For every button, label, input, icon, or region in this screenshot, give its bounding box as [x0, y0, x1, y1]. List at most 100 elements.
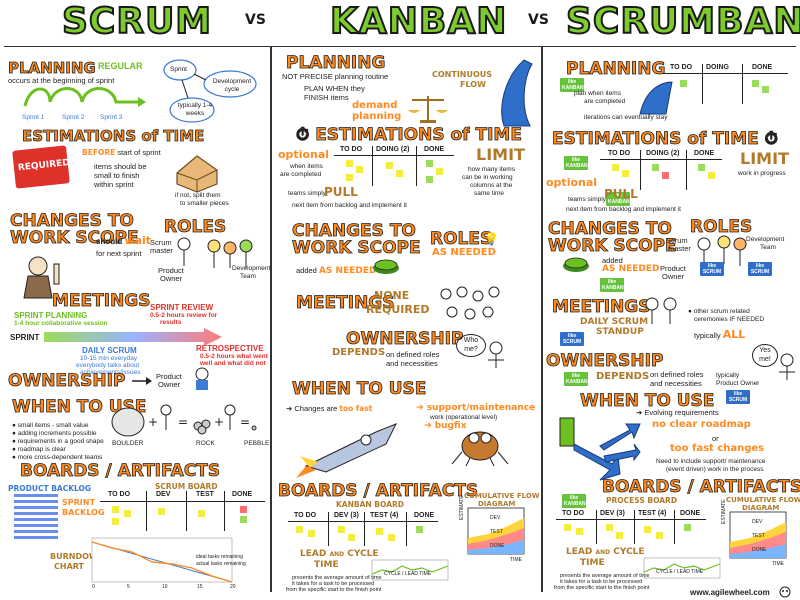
kanban-estimations-title: ⏱ ESTIMATIONS of TIME	[296, 125, 523, 145]
scrum-sprint-review-note-2: results	[160, 319, 182, 326]
kanban-changes-added-text: added	[296, 266, 317, 275]
scrum-ownership-arrow	[132, 377, 152, 385]
logo-icon	[779, 586, 791, 598]
kanban-cfd-estimate: ESTIMATE	[459, 495, 465, 520]
scrumban-lead-note-2: it takes for a task to be processed	[560, 579, 643, 585]
scrumban-meetings-other-2: ceremonies IF NEEDED	[694, 316, 765, 323]
scrum-bubble-dev: Development cycle	[212, 78, 252, 93]
kanban-board-sep-3	[406, 512, 407, 546]
kanban-ownership-note-2: and necessities	[386, 359, 438, 368]
scrum-when-item-5: ● more cross-dependent teams	[12, 454, 103, 461]
scrumban-team-people-icon	[697, 235, 747, 266]
kanban-ownership-note-1: on defined roles	[386, 350, 440, 359]
kanban-lead-note-1: presents the average amount of time	[292, 575, 382, 581]
scrum-sprint-1: Sprint 1	[22, 114, 45, 121]
scrumban-board-sep-1	[596, 510, 597, 544]
scrum-meetings-title: MEETINGS	[52, 291, 151, 311]
scrumban-plan-col-doing: DOING	[706, 64, 729, 71]
scrum-when-item-4-text: roadmap is clear	[17, 446, 66, 453]
sticky-note	[436, 168, 443, 175]
kanban-cfd-dev: DEV	[490, 515, 501, 521]
svg-text:+: +	[148, 415, 158, 429]
scrum-board-col-dev: DEV	[156, 491, 171, 498]
scrum-sprint-review-note-1: 0.5-2 hours review for	[150, 312, 218, 319]
sticky-note	[296, 526, 303, 533]
scrumban-changes-as-needed: AS NEEDED	[602, 264, 660, 274]
scrum-rock-label: ROCK	[196, 440, 215, 447]
scrumban-lead-3: TIME	[580, 558, 605, 568]
vs-label-1: VS	[245, 12, 266, 28]
scrumban-roles-tag-2: like SCRUM	[748, 262, 772, 276]
scrumban-when-evolving-text: Evolving requirements	[644, 408, 719, 417]
stop-hand-icon	[23, 256, 60, 299]
kanban-cfd-time: TIME	[510, 557, 522, 563]
kanban-limit-note-2: can be in working	[462, 174, 513, 181]
sticky-note	[348, 534, 355, 541]
scrumban-cfd-chart	[729, 511, 787, 559]
kanban-limit-note-4: same time	[474, 190, 504, 197]
scrumban-when-no-roadmap: no clear roadmap	[652, 419, 751, 430]
scrumban-lead: LEAD AND CYCLE	[566, 548, 645, 557]
scrumban-pull-pre: teams simply	[568, 196, 606, 203]
scrum-est-split-2: to smaller pieces	[180, 200, 229, 207]
clock-icon: ⏱	[764, 129, 778, 149]
scrumban-planning-tag: like KANBAN	[560, 78, 584, 92]
kanban-est-col-done: DONE	[424, 146, 445, 153]
kanban-who-me-bubble: Who me?	[456, 334, 486, 357]
kanban-when-title: WHEN TO USE	[292, 379, 427, 399]
kanban-ownership-title: OWNERSHIP	[346, 329, 464, 349]
scrum-retro-note-2: well and what did not	[200, 360, 266, 367]
scrumban-when-evolving: ➜ Evolving requirements	[636, 408, 719, 417]
scrumban-estimations-title: ESTIMATIONS of TIME ⏱	[552, 129, 779, 149]
scrumban-branching-arrows-icon	[559, 417, 641, 481]
scrumban-cfd-done: DONE	[752, 547, 767, 553]
scrumban-est-col-done: DONE	[694, 150, 715, 157]
kanban-when-work: work (operational level)	[430, 414, 498, 421]
scrum-estimations-title: ESTIMATIONS of TIME	[22, 127, 205, 145]
kanban-pull-pre: teams simply	[288, 190, 326, 197]
kanban-lead-2: CYCLE	[347, 549, 379, 559]
scrumban-roles-sm-1: Scrum	[666, 236, 688, 245]
kanban-board-rule	[288, 521, 438, 522]
footer-url: www.agilewheel.com	[690, 588, 770, 597]
scrum-sprint-loops	[23, 87, 146, 107]
scrum-planning-title: PLANNING	[8, 59, 97, 77]
kanban-boards-title: BOARDS / ARTIFACTS	[278, 481, 479, 501]
kanban-when-too-fast: too fast	[339, 404, 373, 413]
scrumban-roles-dev-2: Team	[760, 244, 776, 251]
scrum-sprint-planning: SPRINT PLANNING	[14, 311, 88, 320]
sticky-note	[652, 164, 659, 171]
scrum-sprint-2: Sprint 2	[62, 114, 85, 121]
kanban-lead: LEAD AND CYCLE	[300, 550, 379, 559]
scrumban-when-or: or	[712, 434, 719, 443]
header-rule	[4, 46, 796, 47]
kanban-cfd-1: CUMULATIVE FLOW	[464, 492, 540, 500]
column-divider-1	[270, 46, 272, 592]
scrumban-board-sep-2	[634, 510, 635, 544]
scrumban-meetings-other-1: ● other scrum related	[688, 308, 750, 315]
scrumban-yes-me-text: Yes me!	[759, 347, 771, 363]
kanban-ownership-depends: DEPENDS	[332, 347, 386, 358]
scrum-ownership-po-1: Product	[156, 372, 182, 381]
scrum-when-item-2: ● adding increments possible	[12, 430, 97, 437]
scrumban-roles-po-2: Owner	[662, 272, 685, 281]
scrumban-board-col-dev: DEV (3)	[600, 510, 625, 517]
scrumban-est-tag-1: like KANBAN	[564, 156, 588, 170]
burndown-x-tick: 15	[197, 584, 203, 590]
scrumban-when-need-2: (event driven) work in the process	[666, 466, 764, 473]
scrumban-cfd-estimate: ESTIMATE	[721, 499, 727, 524]
kanban-optional: optional	[278, 148, 330, 161]
kanban-cfd-test: TEST	[490, 529, 503, 535]
scrumban-roles-sm-2: master	[668, 244, 691, 253]
kanban-demand-1: demand	[352, 100, 398, 111]
kanban-pull: PULL	[324, 185, 358, 199]
kanban-board-col-done: DONE	[414, 512, 435, 519]
sticky-note	[396, 170, 403, 177]
kanban-estimations-title-text: ESTIMATIONS of TIME	[315, 125, 523, 145]
kanban-lead-note-3: from the specific start to the finish po…	[286, 587, 382, 593]
scrumban-est-col-doing: DOING (2)	[646, 150, 680, 157]
kanban-when-changes-pre: Changes are	[294, 404, 338, 413]
scrum-est-before-text: start of sprint	[117, 148, 161, 157]
scrum-daily-note-1: 10-15 min everyday	[80, 355, 138, 362]
kanban-roles-as-needed: AS NEEDED	[432, 247, 496, 258]
